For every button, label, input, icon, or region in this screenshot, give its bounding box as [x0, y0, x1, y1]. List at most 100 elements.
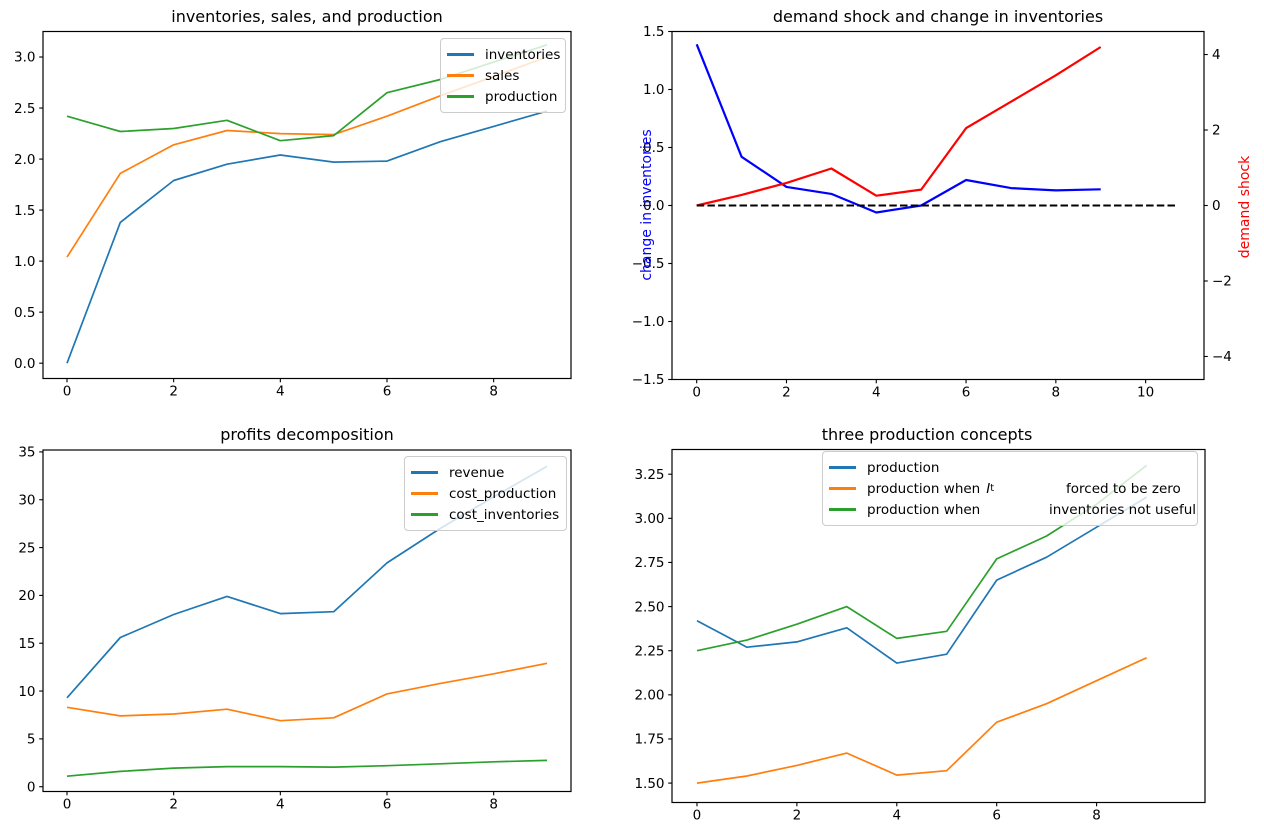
legend-line-sample-production	[829, 466, 856, 469]
legend-item: production	[447, 86, 559, 107]
y-tick-label: 15	[18, 636, 35, 652]
x-tick-label: 8	[1092, 808, 1101, 824]
legend-label: production when	[867, 501, 981, 518]
chart-3: 0 2 4 6 8 0 5 10 15 20 25 30 35	[18, 445, 572, 813]
x-tick-label: 6	[992, 808, 1001, 824]
y-tick-label: 2.50	[634, 599, 664, 615]
legend-label: production	[867, 459, 940, 476]
chart-1-title: inventories, sales, and production	[171, 7, 443, 26]
x-tick-label: 2	[169, 384, 178, 400]
legend-label-continued: inventories not useful	[1049, 501, 1196, 518]
x-tick-label: 6	[962, 385, 971, 401]
legend-label: production	[485, 88, 558, 105]
legend-label: inventories	[485, 46, 561, 63]
y-tick-label: 1.0	[643, 82, 664, 98]
line-cost-inventories	[66, 759, 548, 778]
legend-chart-3: revenue cost_production cost_inventories	[404, 456, 567, 531]
y-tick-label: 3.0	[14, 50, 35, 66]
axes-frame	[42, 30, 572, 380]
y-tick-label: 0.5	[643, 140, 664, 156]
y-tick-label: 2.0	[14, 152, 35, 168]
legend-item: production when inventories not useful	[829, 499, 1196, 520]
y-axis-label-change-in-inventories: change in inventories	[639, 129, 655, 281]
legend-line-sample-production-zero-inventories	[829, 487, 856, 490]
x-axis-ticks: 0 2 4 6 8 10	[692, 379, 1154, 401]
legend-label: sales	[485, 67, 520, 84]
x-tick-label: 0	[693, 808, 702, 824]
x-tick-label: 4	[892, 808, 901, 824]
y-axis-ticks: 0 5 10 15 20 25 30 35	[18, 445, 43, 795]
x-tick-label: 2	[782, 385, 791, 401]
x-axis-ticks: 0 2 4 6 8	[63, 791, 498, 813]
y-tick-label: 1.75	[634, 732, 664, 748]
y-tick-label: 1.0	[14, 254, 35, 270]
x-tick-label: 0	[63, 384, 72, 400]
y-tick-label: 1.5	[14, 203, 35, 219]
x-tick-label: 10	[1137, 385, 1154, 401]
x-tick-label: 2	[793, 808, 802, 824]
legend-label: production when	[867, 480, 981, 497]
y-tick-label: 1.50	[634, 776, 664, 792]
y-tick-label: 2.5	[14, 101, 35, 117]
line-production-when-it-forced-to-be-zero	[696, 657, 1147, 784]
legend-line-sample-sales	[447, 74, 474, 77]
legend-line-sample-cost-inventories	[411, 513, 438, 516]
legend-label: cost_production	[449, 485, 557, 502]
x-axis-ticks: 0 2 4 6 8	[693, 802, 1101, 824]
x-tick-label: 4	[276, 384, 285, 400]
y-tick-label: 0.0	[14, 356, 35, 372]
y-tick-label: 2.00	[634, 688, 664, 704]
right-y-tick-label: 4	[1212, 47, 1221, 63]
legend-item: inventories	[447, 44, 561, 65]
x-tick-label: 0	[63, 797, 72, 813]
axes-frame	[671, 448, 1206, 804]
axes-frame	[42, 449, 572, 793]
x-tick-label: 8	[1052, 385, 1061, 401]
x-tick-label: 4	[276, 797, 285, 813]
legend-label: revenue	[449, 464, 505, 481]
y-tick-label: 0.5	[14, 305, 35, 321]
math-subscript-t: t	[990, 483, 995, 494]
y-tick-label: 0	[27, 779, 36, 795]
y-tick-label: 5	[27, 732, 36, 748]
x-tick-label: 8	[489, 797, 498, 813]
x-axis-ticks: 0 2 4 6 8	[63, 378, 498, 400]
y-tick-label: 10	[18, 684, 35, 700]
right-y-tick-label: 2	[1212, 123, 1221, 139]
right-y-tick-label: −2	[1212, 274, 1232, 290]
x-tick-label: 4	[872, 385, 881, 401]
chart-3-title: profits decomposition	[220, 425, 394, 444]
y-tick-label: 25	[18, 540, 35, 556]
y-axis-ticks: 1.50 1.75 2.00 2.25 2.50 2.75 3.00 3.25	[634, 467, 672, 792]
y-tick-label: −1.5	[632, 372, 665, 388]
y-tick-label: 3.25	[634, 467, 664, 483]
chart-2-title: demand shock and change in inventories	[772, 7, 1104, 26]
line-change-in-inventories	[695, 43, 1101, 214]
chart-4: 0 2 4 6 8 1.50 1.75 2.00 2.25 2.50 2.75 3.00 3.25	[634, 448, 1206, 824]
x-tick-label: 0	[692, 385, 701, 401]
legend-line-sample-production-no-inventories	[829, 508, 856, 511]
x-tick-label: 8	[489, 384, 498, 400]
y-axis-label-demand-shock: demand shock	[1237, 155, 1253, 259]
legend-label: cost_inventories	[449, 506, 560, 523]
right-y-tick-label: −4	[1212, 349, 1232, 365]
y-tick-label: 35	[18, 445, 35, 461]
x-tick-label: 2	[169, 797, 178, 813]
y-tick-label: 0.0	[643, 198, 664, 214]
right-y-axis-ticks: −4 −2 0 2 4	[1204, 47, 1232, 365]
legend-item: sales	[447, 65, 559, 86]
y-tick-label: 3.00	[634, 511, 664, 527]
y-tick-label: −0.5	[632, 256, 665, 272]
y-axis-ticks: 0.0 0.5 1.0 1.5 2.0 2.5 3.0	[14, 50, 43, 372]
y-axis-ticks: −1.5 −1.0 −0.5 0.0 0.5 1.0 1.5	[632, 24, 672, 388]
right-y-tick-label: 0	[1212, 198, 1221, 214]
legend-line-sample-revenue	[411, 471, 438, 474]
y-tick-label: −1.0	[632, 314, 665, 330]
chart-2: 0 2 4 6 8 10 −1.5 −1.0 −0.5 0.0 0.5 1.0 1.5 −4 −2 0 2 4	[632, 24, 1232, 400]
y-tick-label: 2.75	[634, 555, 664, 571]
y-tick-label: 1.5	[643, 24, 664, 40]
